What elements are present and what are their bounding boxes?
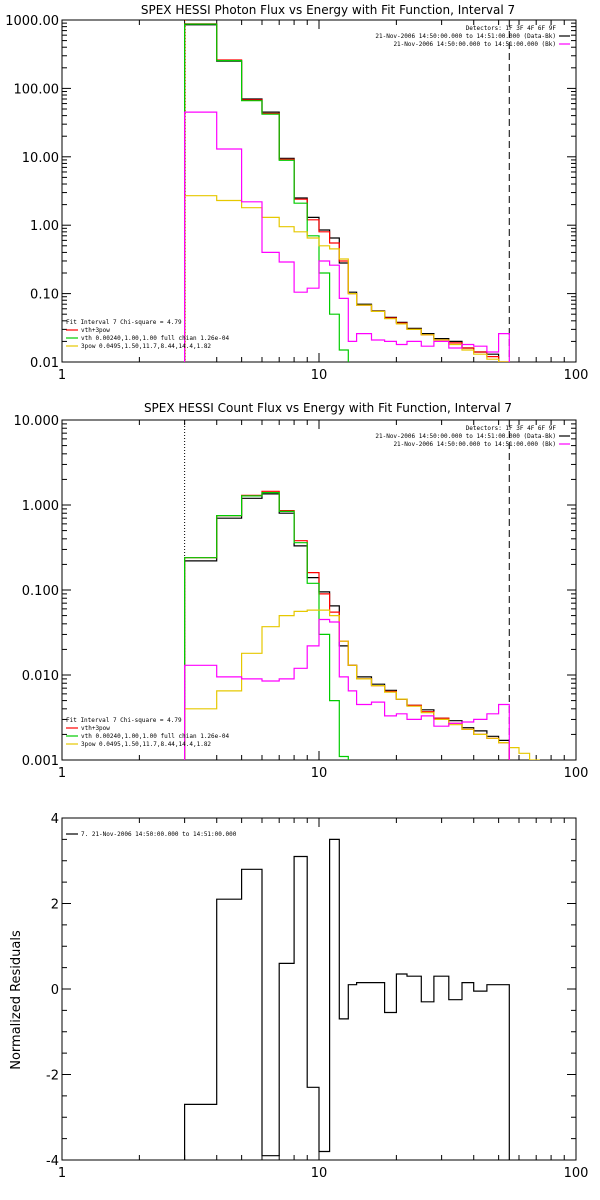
photon-x-tick-label: 1 bbox=[58, 368, 66, 383]
count-x-tick-label: 100 bbox=[564, 766, 589, 781]
photon-legend-right-text: Detectors: 1F 3F 4F 6F 9F bbox=[466, 25, 557, 32]
residuals-x-tick-label: 100 bbox=[564, 1166, 589, 1181]
photon-series-2 bbox=[184, 23, 349, 362]
photon-series-0 bbox=[184, 24, 510, 362]
count-legend-header: Fit Interval 7 Chi-square = 4.79 bbox=[66, 717, 182, 724]
count-series-1 bbox=[184, 490, 510, 760]
count-y-tick-label: 1.000 bbox=[22, 499, 59, 514]
count-x-tick-label: 1 bbox=[58, 766, 66, 781]
photon-legend-header: Fit Interval 7 Chi-square = 4.79 bbox=[66, 319, 182, 326]
count-x-tick-label: 10 bbox=[311, 766, 328, 781]
residuals-legend-text: 7. 21-Nov-2006 14:50:00.000 to 14:51:00.… bbox=[81, 831, 237, 838]
photon-legend-text: vth+3pow bbox=[81, 327, 110, 334]
residuals-x-tick-label: 1 bbox=[58, 1166, 66, 1181]
residuals-y-tick-label: -2 bbox=[46, 1069, 59, 1084]
count-legend-text: vth+3pow bbox=[81, 725, 110, 732]
residuals-y-axis-label: Normalized Residuals bbox=[9, 930, 24, 1070]
photon-plot-frame bbox=[61, 19, 577, 363]
count-legend-right-text: Detectors: 1F 3F 4F 6F 9F bbox=[466, 425, 557, 432]
count-legend-right-text: 21-Nov-2006 14:50:00.000 to 14:51:00.000… bbox=[375, 433, 556, 440]
residuals-y-tick-label: -4 bbox=[46, 1154, 59, 1169]
photon-series-3 bbox=[184, 195, 510, 362]
count-series-4 bbox=[184, 618, 510, 760]
photon-legend-text: 3pow 0.0495,1.50,11.7,8.44,14.4,1.82 bbox=[81, 343, 211, 350]
photon-y-tick-label: 1000.00 bbox=[5, 14, 59, 29]
photon-legend-text: vth 0.00240,1.00,1.00 full chian 1.26e-0… bbox=[81, 335, 229, 342]
photon-series-4 bbox=[184, 111, 510, 362]
residuals-y-tick-label: 2 bbox=[51, 898, 59, 913]
count-plot: 1 10 100 10.000 1.000 0.100 0.010 0.001 Detector… bbox=[14, 414, 589, 781]
count-y-tick-label: 10.000 bbox=[14, 414, 60, 429]
count-legend-right-text: 21-Nov-2006 14:50:00.000 to 14:51:00.000… bbox=[393, 441, 556, 448]
count-y-tick-label: 0.001 bbox=[22, 754, 59, 769]
residuals-y-tick-label: 0 bbox=[51, 983, 59, 998]
photon-y-tick-label: 0.01 bbox=[30, 356, 59, 371]
photon-legend-right-text: 21-Nov-2006 14:50:00.000 to 14:51:00.000… bbox=[393, 41, 556, 48]
count-series-0 bbox=[184, 493, 510, 760]
photon-legend-right-text: 21-Nov-2006 14:50:00.000 to 14:51:00.000… bbox=[375, 33, 556, 40]
count-series-2 bbox=[184, 492, 349, 760]
photon-flux-panel: SPEX HESSI Photon Flux vs Energy with Fi… bbox=[5, 3, 589, 383]
photon-x-tick-label: 10 bbox=[311, 368, 328, 383]
photon-plot: 1 10 100 1000.00 100.00 10.00 1.00 0.10 0.01 Dete… bbox=[5, 14, 589, 383]
photon-y-tick-label: 0.10 bbox=[30, 288, 59, 303]
count-legend-text: vth 0.00240,1.00,1.00 full chian 1.26e-0… bbox=[81, 733, 229, 740]
photon-y-tick-label: 10.00 bbox=[22, 151, 59, 166]
count-flux-panel: SPEX HESSI Count Flux vs Energy with Fit… bbox=[14, 401, 589, 781]
photon-y-tick-label: 100.00 bbox=[14, 82, 60, 97]
residuals-y-tick-label: 4 bbox=[51, 812, 59, 827]
residuals-x-tick-label: 10 bbox=[311, 1166, 328, 1181]
photon-x-tick-label: 100 bbox=[564, 368, 589, 383]
photon-chart-title: SPEX HESSI Photon Flux vs Energy with Fi… bbox=[141, 3, 515, 17]
photon-y-tick-label: 1.00 bbox=[30, 219, 59, 234]
residuals-plot: 1 10 100 4 2 0 -2 -4 7. 21-Nov-2006 14:50:00.000… bbox=[46, 812, 589, 1181]
count-y-tick-label: 0.010 bbox=[22, 669, 59, 684]
count-legend-text: 3pow 0.0495,1.50,11.7,8.44,14.4,1.82 bbox=[81, 741, 211, 748]
count-series-3 bbox=[184, 609, 540, 760]
count-y-tick-label: 0.100 bbox=[22, 584, 59, 599]
count-chart-title: SPEX HESSI Count Flux vs Energy with Fit… bbox=[144, 401, 512, 415]
residuals-series-0 bbox=[184, 838, 510, 1160]
residuals-panel: Normalized Residuals 1 10 100 4 2 0 -2 -4 7. 21-… bbox=[9, 812, 589, 1181]
